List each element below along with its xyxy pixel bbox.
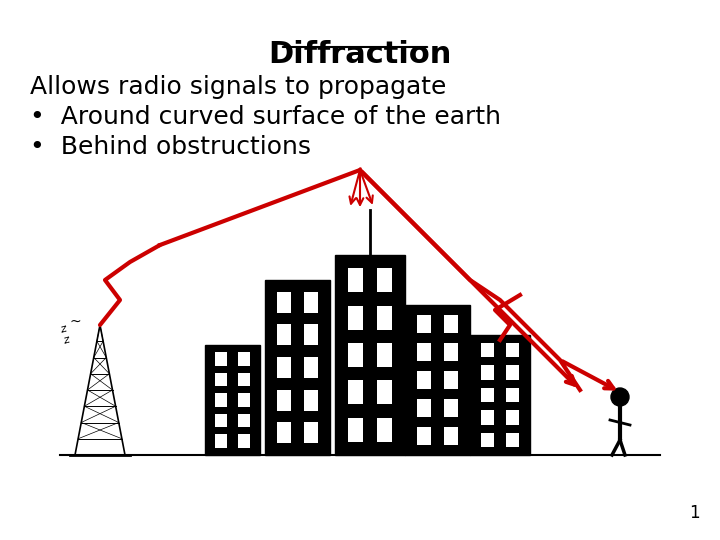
- Bar: [238, 414, 250, 427]
- Bar: [417, 371, 431, 389]
- Bar: [470, 335, 530, 455]
- Bar: [238, 394, 250, 407]
- Bar: [444, 399, 458, 417]
- Bar: [348, 343, 364, 367]
- Circle shape: [611, 388, 629, 406]
- Bar: [215, 414, 228, 427]
- Bar: [335, 255, 405, 455]
- Bar: [304, 390, 318, 410]
- Text: Diffraction: Diffraction: [269, 40, 451, 69]
- Bar: [481, 366, 495, 380]
- Bar: [377, 343, 392, 367]
- Bar: [444, 427, 458, 445]
- Bar: [505, 433, 519, 447]
- Bar: [505, 366, 519, 380]
- Bar: [444, 315, 458, 333]
- Bar: [277, 422, 292, 443]
- Bar: [505, 343, 519, 357]
- Bar: [481, 343, 495, 357]
- Bar: [377, 306, 392, 329]
- Bar: [481, 388, 495, 402]
- Bar: [417, 343, 431, 361]
- Bar: [304, 325, 318, 346]
- Bar: [238, 352, 250, 366]
- Bar: [277, 357, 292, 378]
- Bar: [215, 394, 228, 407]
- Text: Allows radio signals to propagate: Allows radio signals to propagate: [30, 75, 446, 99]
- Bar: [444, 343, 458, 361]
- Bar: [505, 388, 519, 402]
- Text: z
z: z z: [59, 324, 71, 346]
- Bar: [505, 410, 519, 424]
- Bar: [238, 373, 250, 386]
- Bar: [348, 268, 364, 292]
- Text: •  Behind obstructions: • Behind obstructions: [30, 135, 311, 159]
- Bar: [377, 417, 392, 442]
- Bar: [405, 305, 470, 455]
- Bar: [277, 292, 292, 313]
- Bar: [377, 268, 392, 292]
- Bar: [304, 422, 318, 443]
- Bar: [417, 315, 431, 333]
- Bar: [481, 410, 495, 424]
- Bar: [215, 435, 228, 448]
- Bar: [238, 435, 250, 448]
- Bar: [348, 306, 364, 329]
- Text: 1: 1: [689, 504, 700, 522]
- Bar: [444, 371, 458, 389]
- Bar: [417, 427, 431, 445]
- Bar: [417, 399, 431, 417]
- Bar: [277, 390, 292, 410]
- Bar: [348, 380, 364, 404]
- Bar: [205, 345, 260, 455]
- Bar: [265, 280, 330, 455]
- Bar: [215, 373, 228, 386]
- Bar: [215, 352, 228, 366]
- Bar: [304, 357, 318, 378]
- Bar: [481, 433, 495, 447]
- Bar: [277, 325, 292, 346]
- Bar: [304, 292, 318, 313]
- Text: ~: ~: [69, 315, 81, 329]
- Bar: [377, 380, 392, 404]
- Text: •  Around curved surface of the earth: • Around curved surface of the earth: [30, 105, 501, 129]
- Bar: [348, 417, 364, 442]
